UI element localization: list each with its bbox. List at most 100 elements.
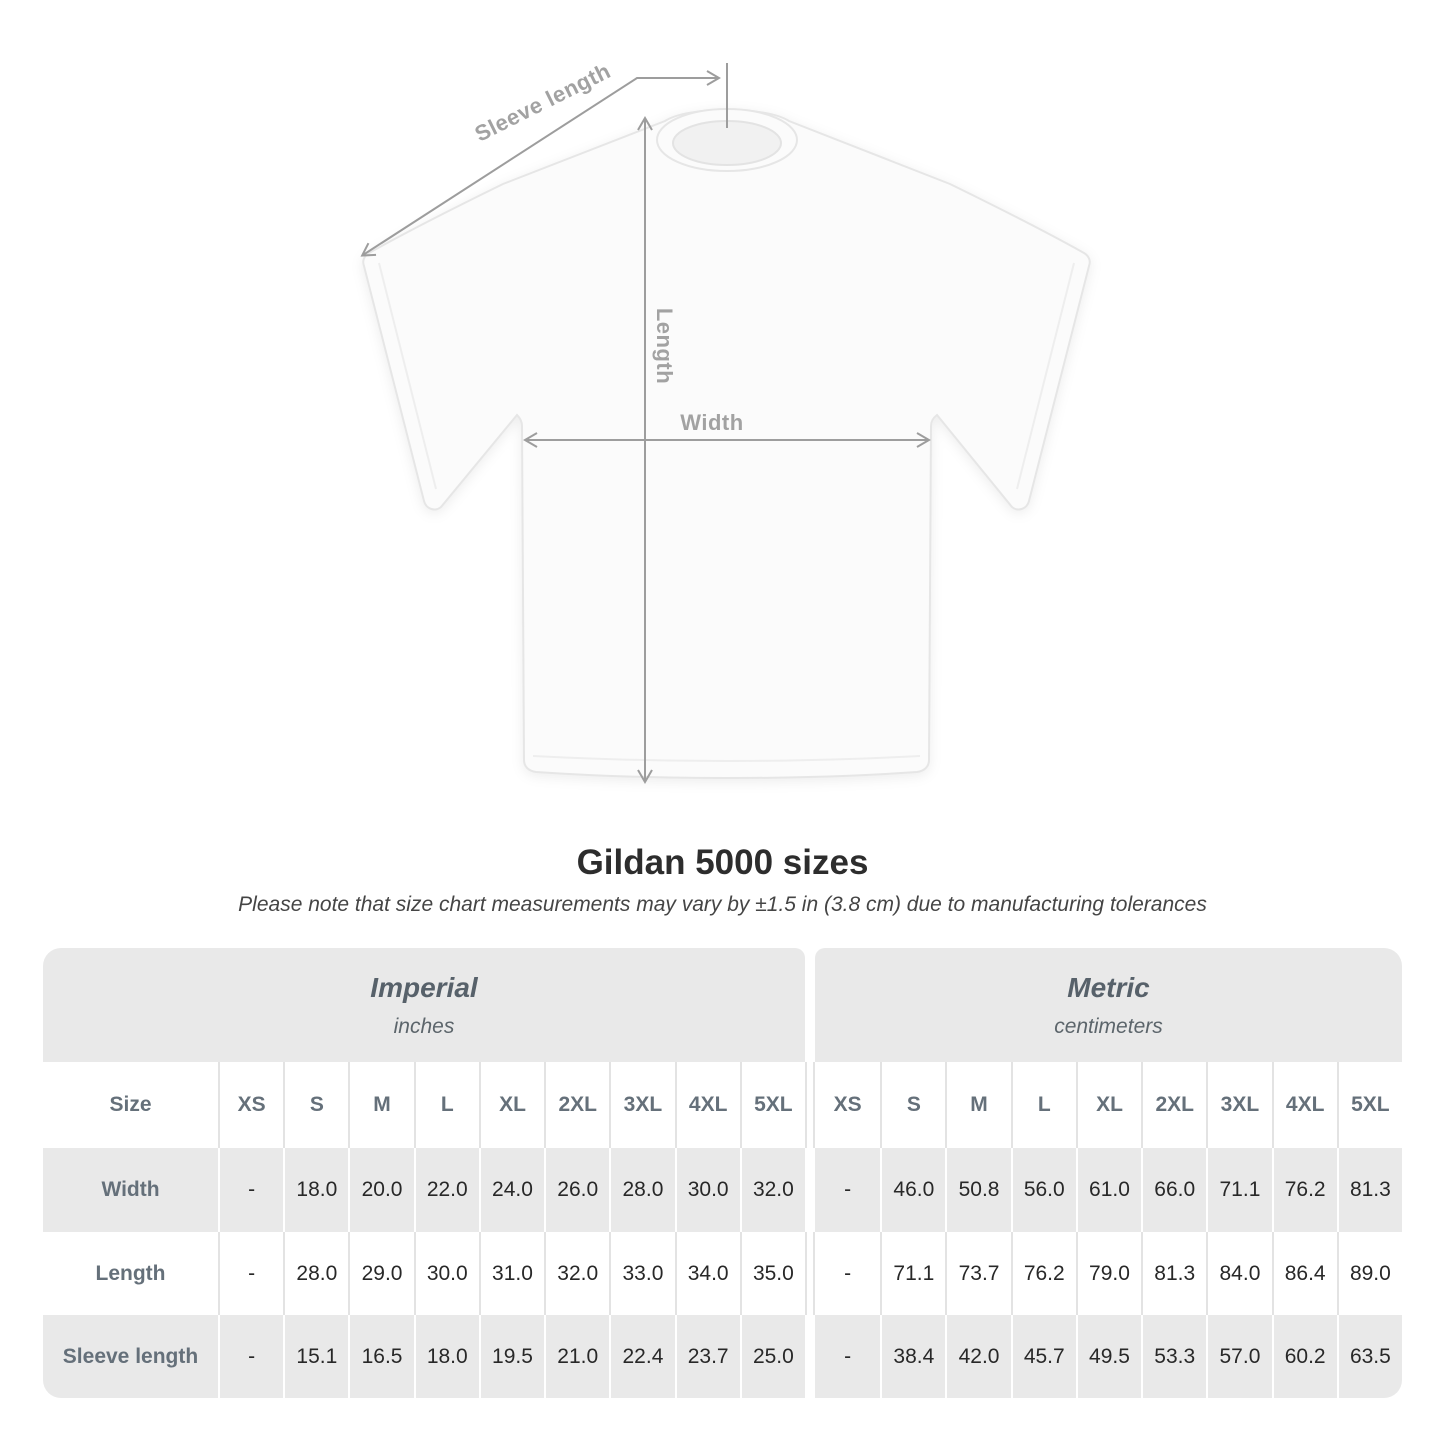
unit-divider [804, 1062, 815, 1148]
measurement-cell-metric: - [814, 1232, 881, 1315]
measurement-cell-imperial: 32.0 [739, 1148, 805, 1232]
measurement-cell-metric: 50.8 [945, 1148, 1011, 1232]
measurement-cell-metric: 86.4 [1271, 1232, 1337, 1315]
unit-divider [804, 1148, 815, 1232]
measurement-cell-imperial: 26.0 [544, 1148, 610, 1232]
measurement-cell-imperial: 18.0 [283, 1148, 349, 1232]
size-table: Imperial inches Metric centimeters Size X… [43, 948, 1402, 1398]
measurement-cell-imperial: - [218, 1148, 284, 1232]
row-label: Length [43, 1232, 218, 1315]
page-title: Gildan 5000 sizes [576, 843, 869, 882]
row-label: Sleeve length [43, 1315, 218, 1398]
size-column-header-imperial: 2XL [544, 1062, 610, 1148]
size-column-header-metric: S [880, 1062, 946, 1148]
measurement-cell-metric: 66.0 [1141, 1148, 1207, 1232]
tshirt-outline [362, 108, 1091, 779]
measurement-cell-metric: 73.7 [945, 1232, 1011, 1315]
measurement-cell-metric: - [814, 1315, 881, 1398]
measurement-cell-imperial: 28.0 [283, 1232, 349, 1315]
measurement-cell-imperial: 22.0 [413, 1148, 479, 1232]
measurement-cell-metric: 84.0 [1206, 1232, 1272, 1315]
measurement-cell-imperial: 23.7 [674, 1315, 740, 1398]
imperial-unit-header: Imperial inches [43, 948, 805, 1062]
imperial-subtitle: inches [393, 1014, 455, 1038]
size-column-header-metric: M [945, 1062, 1011, 1148]
measurement-cell-metric: 46.0 [880, 1148, 946, 1232]
metric-unit-header: Metric centimeters [814, 948, 1402, 1062]
measurement-cell-metric: 71.1 [880, 1232, 946, 1315]
unit-divider [804, 948, 815, 1062]
imperial-title: Imperial [370, 971, 478, 1003]
metric-title: Metric [1067, 971, 1150, 1003]
measurement-cell-metric: 49.5 [1075, 1315, 1142, 1398]
measurement-cell-imperial: 19.5 [478, 1315, 545, 1398]
unit-divider [804, 1315, 815, 1398]
measurement-cell-imperial: 15.1 [283, 1315, 349, 1398]
measurement-cell-imperial: 35.0 [739, 1232, 805, 1315]
measurement-cell-imperial: 30.0 [413, 1232, 479, 1315]
size-column-header-metric: XS [814, 1062, 881, 1148]
measurement-cell-metric: 56.0 [1010, 1148, 1076, 1232]
measurement-cell-imperial: 22.4 [609, 1315, 675, 1398]
tshirt-measurement-diagram: Sleeve length Length Width [360, 58, 1091, 784]
size-column-header-imperial: XL [478, 1062, 545, 1148]
measurement-cell-imperial: - [218, 1315, 284, 1398]
measurement-cell-metric: 45.7 [1010, 1315, 1076, 1398]
tshirt-illustration [362, 108, 1091, 779]
size-column-header-metric: 4XL [1271, 1062, 1337, 1148]
measurement-cell-metric: 63.5 [1336, 1315, 1402, 1398]
unit-divider [804, 1232, 815, 1315]
measurement-cell-imperial: 20.0 [348, 1148, 414, 1232]
measurement-cell-metric: 89.0 [1336, 1232, 1402, 1315]
sleeve-length-label: Sleeve length [471, 58, 615, 147]
right-sleeve-stitch [1016, 262, 1075, 490]
measurement-cell-metric: 81.3 [1141, 1232, 1207, 1315]
length-label: Length [652, 308, 677, 384]
measurement-cell-metric: 71.1 [1206, 1148, 1272, 1232]
left-sleeve-stitch [378, 262, 437, 490]
measurement-cell-metric: 42.0 [945, 1315, 1011, 1398]
measurement-cell-imperial: 24.0 [478, 1148, 545, 1232]
measurement-cell-imperial: 30.0 [674, 1148, 740, 1232]
size-corner-header: Size [43, 1062, 218, 1148]
size-column-header-imperial: 3XL [609, 1062, 675, 1148]
measurement-cell-imperial: 18.0 [413, 1315, 479, 1398]
measurement-cell-imperial: 32.0 [544, 1232, 610, 1315]
measurement-cell-metric: 61.0 [1075, 1148, 1142, 1232]
size-column-header-metric: 3XL [1206, 1062, 1272, 1148]
size-column-header-imperial: L [413, 1062, 479, 1148]
metric-subtitle: centimeters [1054, 1014, 1163, 1038]
measurement-cell-imperial: 29.0 [348, 1232, 414, 1315]
size-column-header-imperial: 4XL [674, 1062, 740, 1148]
measurement-cell-imperial: 34.0 [674, 1232, 740, 1315]
hem-stitch [532, 755, 921, 762]
sleeve-length-arrow [360, 70, 721, 257]
measurement-cell-metric: 57.0 [1206, 1315, 1272, 1398]
size-column-header-metric: XL [1075, 1062, 1142, 1148]
width-label: Width [680, 410, 743, 435]
measurement-cell-metric: 79.0 [1075, 1232, 1142, 1315]
row-label: Width [43, 1148, 218, 1232]
page-subtitle: Please note that size chart measurements… [238, 893, 1207, 916]
measurement-cell-imperial: 33.0 [609, 1232, 675, 1315]
size-column-header-metric: 2XL [1141, 1062, 1207, 1148]
measurement-cell-metric: 60.2 [1271, 1315, 1337, 1398]
measurement-cell-metric: 53.3 [1141, 1315, 1207, 1398]
measurement-cell-imperial: 28.0 [609, 1148, 675, 1232]
size-column-header-metric: 5XL [1336, 1062, 1402, 1148]
size-column-header-imperial: S [283, 1062, 349, 1148]
measurement-cell-metric: 38.4 [880, 1315, 946, 1398]
measurement-cell-imperial: 31.0 [478, 1232, 545, 1315]
measurement-cell-metric: 81.3 [1336, 1148, 1402, 1232]
measurement-cell-metric: 76.2 [1271, 1148, 1337, 1232]
size-column-header-imperial: M [348, 1062, 414, 1148]
size-column-header-imperial: 5XL [739, 1062, 805, 1148]
measurement-cell-imperial: 16.5 [348, 1315, 414, 1398]
measurement-cell-metric: 76.2 [1010, 1232, 1076, 1315]
measurement-cell-metric: - [814, 1148, 881, 1232]
size-column-header-imperial: XS [218, 1062, 284, 1148]
measurement-cell-imperial: - [218, 1232, 284, 1315]
measurement-cell-imperial: 25.0 [739, 1315, 805, 1398]
size-column-header-metric: L [1010, 1062, 1076, 1148]
measurement-cell-imperial: 21.0 [544, 1315, 610, 1398]
